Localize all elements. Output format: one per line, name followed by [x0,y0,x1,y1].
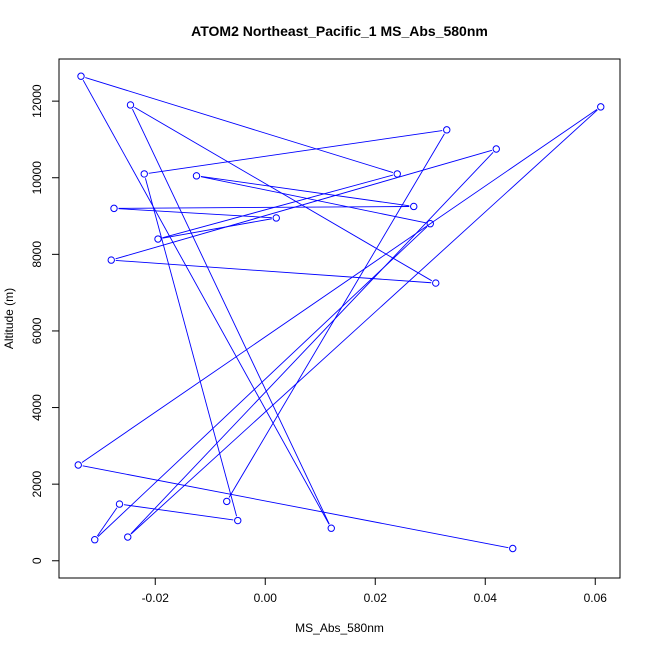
series-line-segment [82,79,330,525]
data-point [126,101,135,109]
data-point [91,535,99,544]
data-point [140,170,148,178]
series-line-segment [200,176,410,207]
y-tick-label: 4000 [30,394,44,421]
data-point [509,544,517,553]
series-line-segment [82,465,509,549]
series-line-segment [162,174,394,239]
series-line-segment [148,130,443,174]
y-tick-label: 8000 [30,241,44,268]
x-tick-label: 0.06 [584,591,608,605]
x-tick-label: -0.02 [142,591,170,605]
series-line-segment [115,259,432,284]
data-point [410,202,418,211]
x-axis-label: MS_Abs_580nm [295,621,384,635]
x-tick-label: 0.04 [474,591,498,605]
y-axis: 0 2000 4000 6000 8000 10000 12000 [30,84,60,564]
data-point [110,204,118,213]
data-point [597,103,605,111]
series-line-segment [228,133,445,498]
data-point [77,72,85,80]
series-line-segment [130,109,598,535]
y-tick-label: 0 [30,557,44,564]
y-axis-label: Altitude (m) [2,288,16,349]
series-line-segment [115,149,493,260]
data-point [107,256,115,264]
x-axis: -0.02 0.00 0.02 0.04 0.06 [142,577,608,605]
series-line-segment [81,109,598,463]
y-tick-label: 6000 [30,317,44,344]
chart-title: ATOM2 Northeast_Pacific_1 MS_Abs_580nm [191,23,488,39]
data-point [393,170,401,178]
data-point [426,220,434,228]
x-tick-label: 0.02 [364,591,388,605]
series-line-segment [118,208,272,219]
data-point [327,524,335,532]
data-point [492,145,500,153]
data-point [74,461,82,469]
y-tick-label: 2000 [30,470,44,497]
data-point [272,214,280,222]
data-point [154,235,162,243]
data-point [443,126,451,134]
series-line-segment [130,151,494,535]
series-line-segment [132,108,330,525]
x-tick-label: 0.00 [254,591,278,605]
y-tick-label: 10000 [30,161,44,195]
series-line-segment [97,226,428,537]
data-point [115,500,124,508]
series-line-segment [144,178,238,517]
data-point [192,172,201,180]
series-line-segment [123,504,234,521]
series-layer [74,72,605,553]
series-line-segment [200,176,426,224]
series-line-segment [96,507,118,537]
data-point [124,533,132,541]
plot-frame [58,58,621,579]
data-point [432,279,440,287]
series-line-segment [162,218,272,239]
y-tick-label: 12000 [30,84,44,118]
data-point [223,497,231,506]
data-point [234,516,242,525]
series-line-segment [118,206,410,209]
series-line-segment [85,77,394,174]
